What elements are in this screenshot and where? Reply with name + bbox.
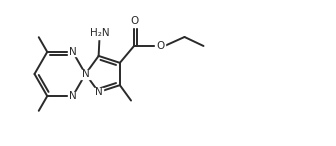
Text: H₂N: H₂N	[90, 28, 110, 38]
Bar	[94, 88, 103, 97]
Bar	[90, 29, 110, 39]
Bar	[68, 92, 77, 101]
Text: O: O	[130, 16, 138, 26]
Text: O: O	[156, 41, 164, 51]
Bar	[68, 47, 77, 56]
Text: N: N	[82, 69, 89, 79]
Text: N: N	[95, 87, 102, 97]
Bar	[81, 69, 90, 79]
Text: N: N	[69, 91, 77, 101]
Bar	[129, 16, 139, 27]
Bar	[155, 41, 165, 52]
Text: N: N	[69, 47, 77, 57]
